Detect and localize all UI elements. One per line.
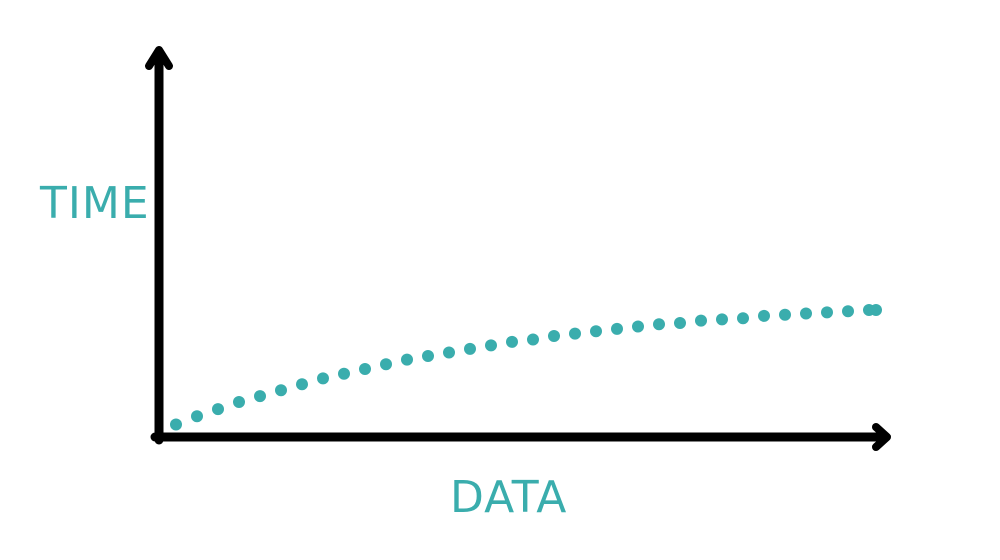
data-point bbox=[317, 372, 329, 385]
data-point bbox=[569, 327, 581, 340]
data-point bbox=[506, 335, 518, 348]
data-point bbox=[611, 322, 623, 335]
data-point bbox=[359, 363, 371, 375]
data-point bbox=[338, 367, 350, 380]
data-point bbox=[716, 313, 728, 326]
data-point bbox=[842, 305, 854, 318]
y-axis-label: TIME bbox=[39, 178, 150, 229]
data-point bbox=[464, 342, 476, 355]
data-point bbox=[275, 384, 287, 397]
data-point bbox=[548, 330, 560, 342]
data-point bbox=[779, 308, 791, 321]
data-point bbox=[170, 418, 182, 431]
x-axis-arrowhead bbox=[872, 423, 891, 451]
data-point bbox=[233, 396, 245, 408]
data-point bbox=[590, 325, 602, 338]
data-point bbox=[674, 317, 686, 329]
axes bbox=[145, 46, 891, 451]
data-point bbox=[443, 346, 455, 359]
data-point bbox=[527, 333, 539, 346]
data-point bbox=[380, 358, 392, 371]
data-point bbox=[821, 306, 833, 319]
data-point bbox=[296, 378, 308, 391]
data-point bbox=[758, 309, 770, 322]
y-axis-arrowhead bbox=[145, 46, 173, 70]
data-point bbox=[737, 312, 749, 325]
data-point bbox=[632, 320, 644, 333]
data-point bbox=[870, 304, 882, 316]
data-point bbox=[191, 410, 203, 423]
data-point bbox=[485, 339, 497, 352]
data-point bbox=[212, 403, 224, 416]
data-point bbox=[695, 314, 707, 327]
data-point bbox=[254, 390, 266, 403]
data-series bbox=[170, 304, 882, 431]
data-point bbox=[422, 350, 434, 362]
data-point bbox=[401, 353, 413, 366]
x-axis-label: DATA bbox=[450, 472, 567, 523]
data-point bbox=[653, 318, 665, 331]
data-point bbox=[800, 307, 812, 320]
